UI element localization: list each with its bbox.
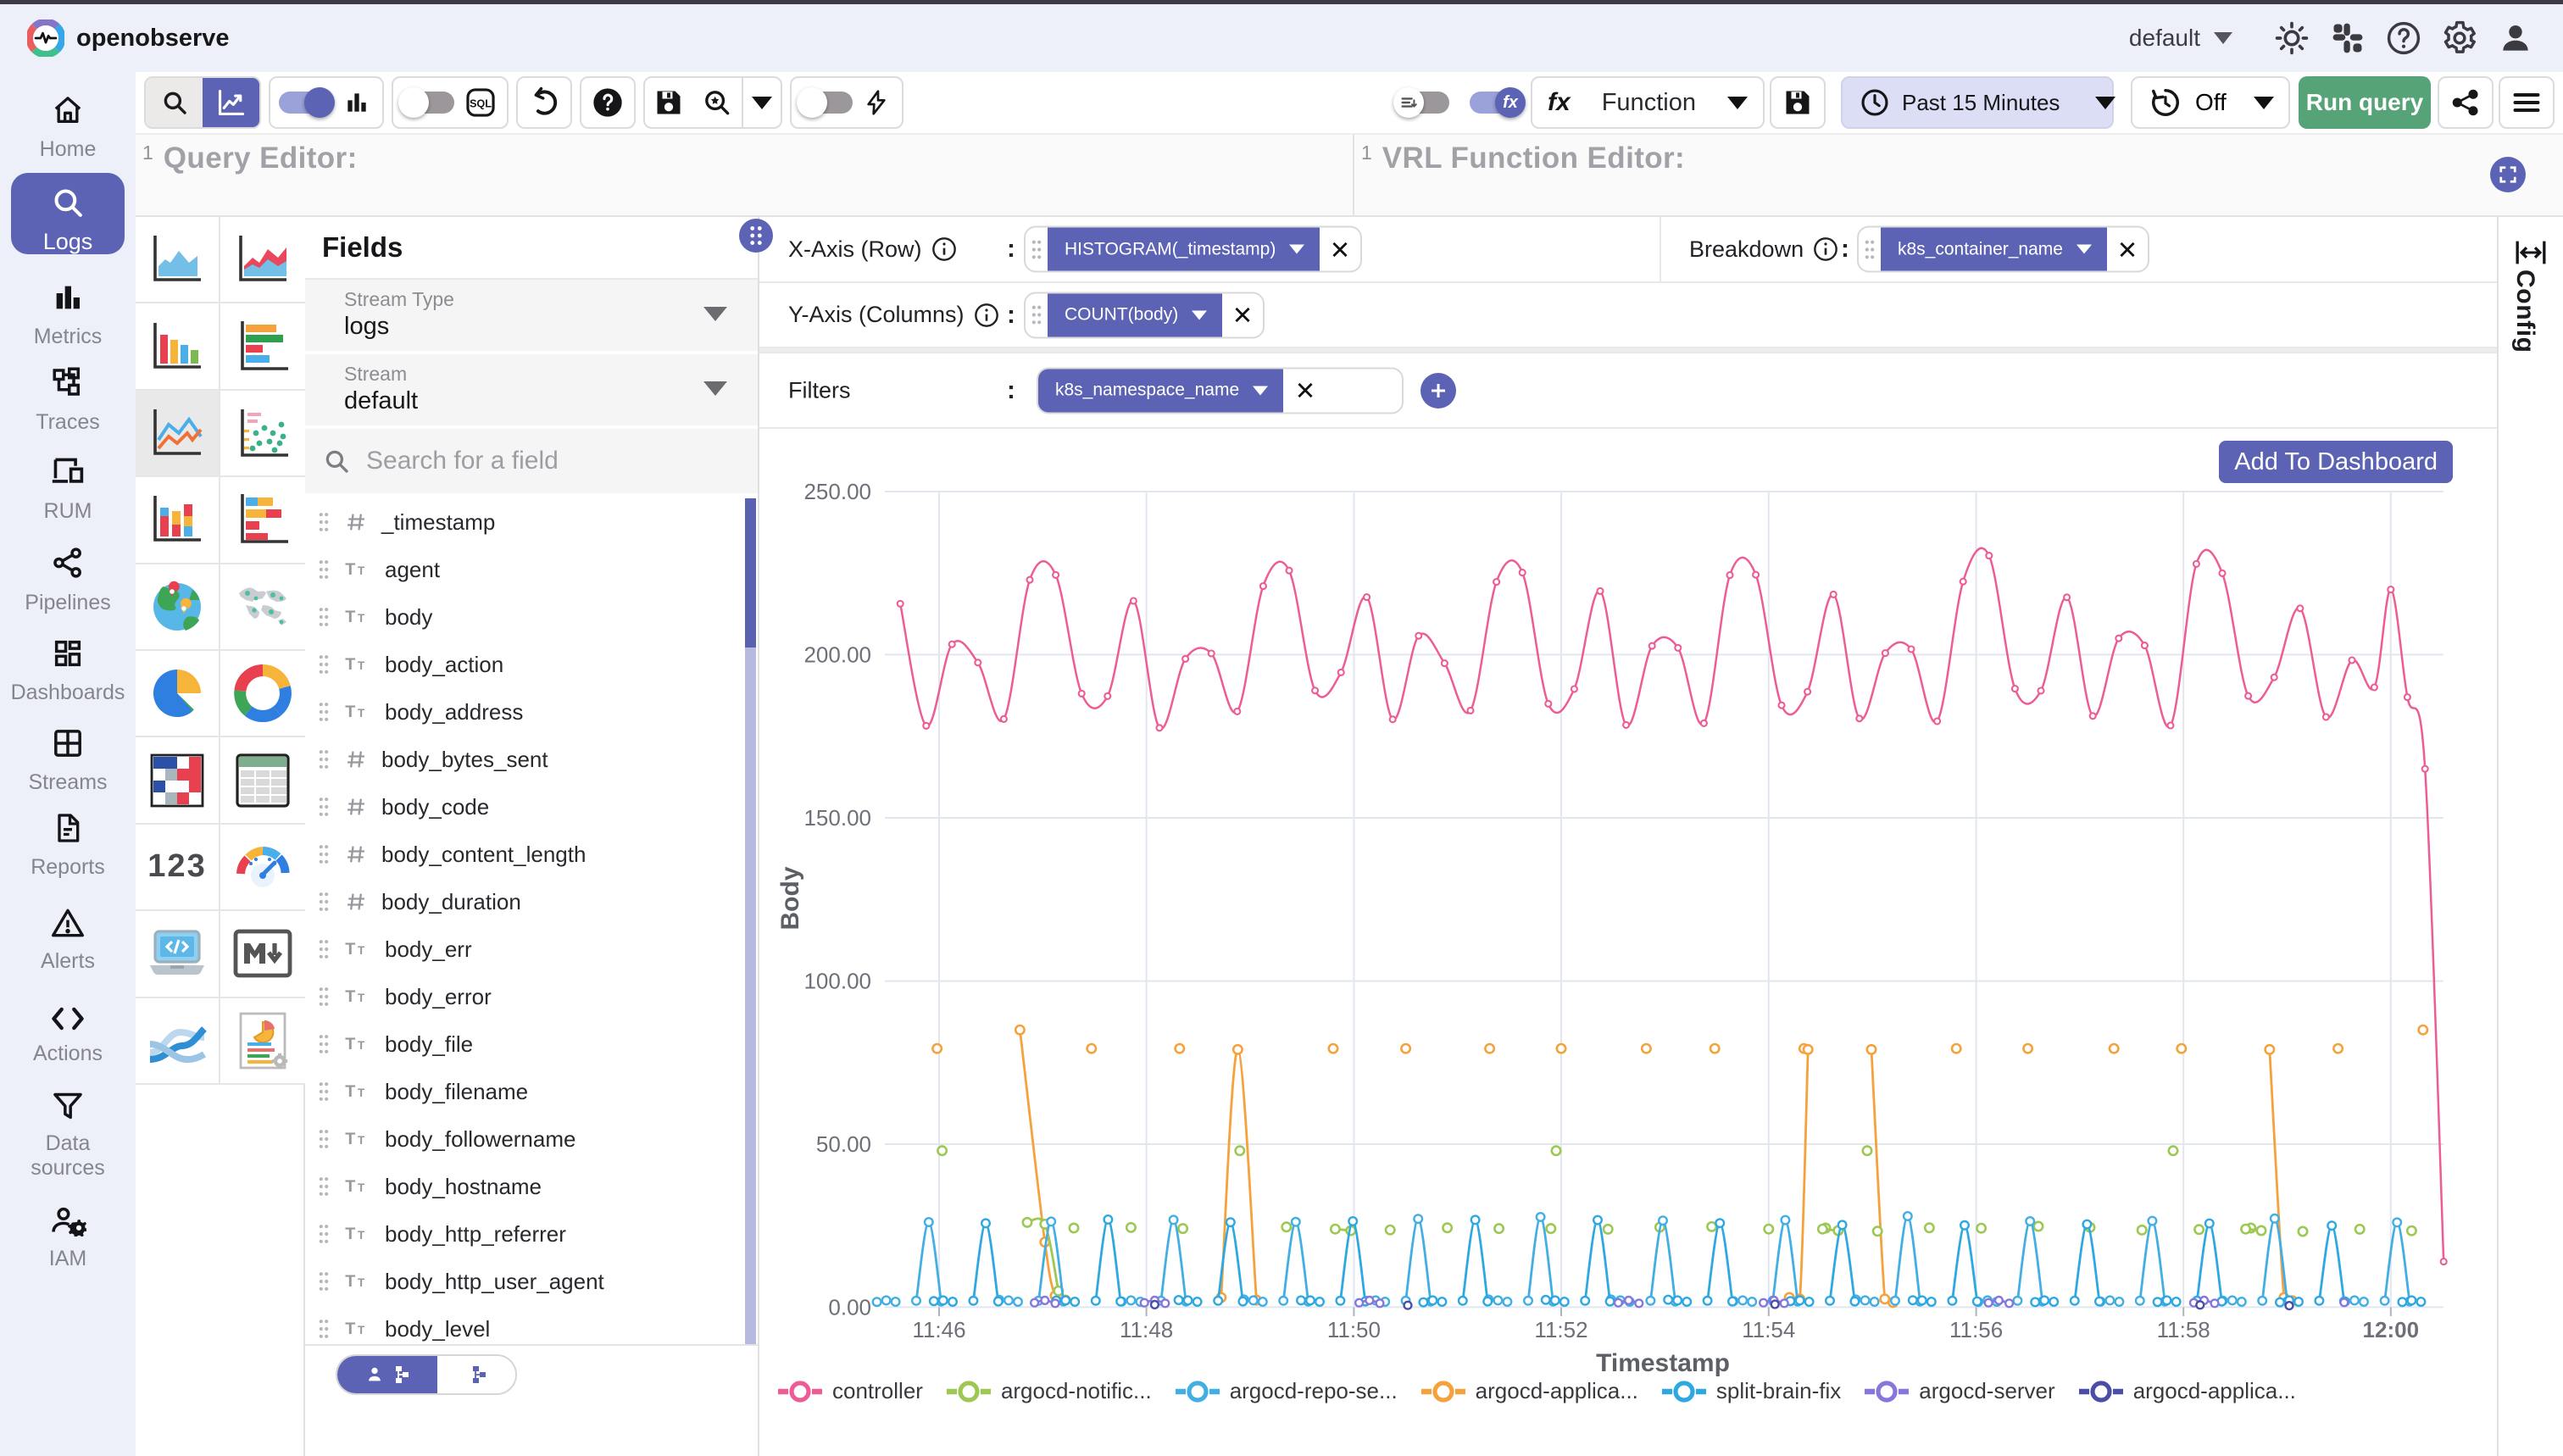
svg-text:T: T (358, 944, 365, 957)
svg-text:250.00: 250.00 (803, 479, 871, 504)
svg-text:50.00: 50.00 (816, 1131, 871, 1157)
svg-text:Timestamp: Timestamp (1596, 1349, 1730, 1377)
svg-text:11:54: 11:54 (1742, 1317, 1795, 1342)
svg-text:200.00: 200.00 (803, 642, 871, 668)
svg-text:11:58: 11:58 (2157, 1317, 2210, 1342)
svg-text:T: T (358, 1276, 365, 1289)
svg-text:T: T (358, 564, 365, 577)
svg-text:11:56: 11:56 (1949, 1317, 2003, 1342)
svg-text:100.00: 100.00 (803, 968, 871, 993)
svg-text:11:52: 11:52 (1534, 1317, 1587, 1342)
svg-text:Body: Body (776, 866, 804, 930)
svg-text:11:48: 11:48 (1120, 1317, 1173, 1342)
svg-text:T: T (345, 703, 355, 721)
svg-text:T: T (358, 612, 365, 625)
svg-text:T: T (345, 560, 355, 579)
svg-text:T: T (358, 659, 365, 672)
svg-text:T: T (345, 1320, 355, 1338)
svg-text:T: T (358, 1181, 365, 1194)
svg-text:T: T (345, 1225, 355, 1243)
svg-text:T: T (358, 1086, 365, 1099)
svg-text:T: T (358, 1039, 365, 1052)
svg-text:T: T (358, 1134, 365, 1147)
svg-text:T: T (345, 940, 355, 959)
svg-text:T: T (345, 1272, 355, 1291)
svg-text:T: T (345, 1130, 355, 1148)
svg-text:T: T (358, 992, 365, 1004)
svg-text:150.00: 150.00 (803, 805, 871, 831)
svg-text:12:00: 12:00 (2363, 1317, 2420, 1342)
svg-text:T: T (345, 1082, 355, 1101)
svg-text:T: T (358, 1324, 365, 1337)
svg-text:T: T (358, 1229, 365, 1242)
svg-text:T: T (345, 655, 355, 674)
svg-text:0.00: 0.00 (828, 1295, 871, 1320)
svg-text:T: T (345, 608, 355, 626)
svg-text:T: T (345, 1035, 355, 1053)
svg-text:SQL: SQL (470, 98, 492, 110)
svg-text:11:50: 11:50 (1327, 1317, 1381, 1342)
svg-text:T: T (358, 707, 365, 720)
svg-text:T: T (345, 1177, 355, 1196)
svg-text:T: T (345, 987, 355, 1006)
svg-text:11:46: 11:46 (912, 1317, 965, 1342)
